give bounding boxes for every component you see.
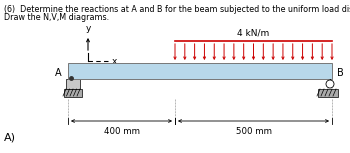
Circle shape: [326, 80, 334, 88]
Text: x: x: [112, 56, 117, 65]
Text: B: B: [337, 68, 344, 78]
Text: Draw the N,V,M diagrams.: Draw the N,V,M diagrams.: [4, 13, 109, 22]
Bar: [64, 89, 82, 97]
Text: 4 kN/m: 4 kN/m: [237, 28, 270, 37]
Text: y: y: [85, 24, 91, 33]
Text: 400 mm: 400 mm: [104, 127, 140, 136]
Text: A): A): [4, 133, 16, 143]
Text: A: A: [55, 68, 62, 78]
Bar: [68, 63, 332, 79]
Bar: [66, 79, 80, 89]
Bar: [318, 89, 338, 97]
Text: (6)  Determine the reactions at A and B for the beam subjected to the uniform lo: (6) Determine the reactions at A and B f…: [4, 5, 350, 14]
Text: 500 mm: 500 mm: [236, 127, 272, 136]
